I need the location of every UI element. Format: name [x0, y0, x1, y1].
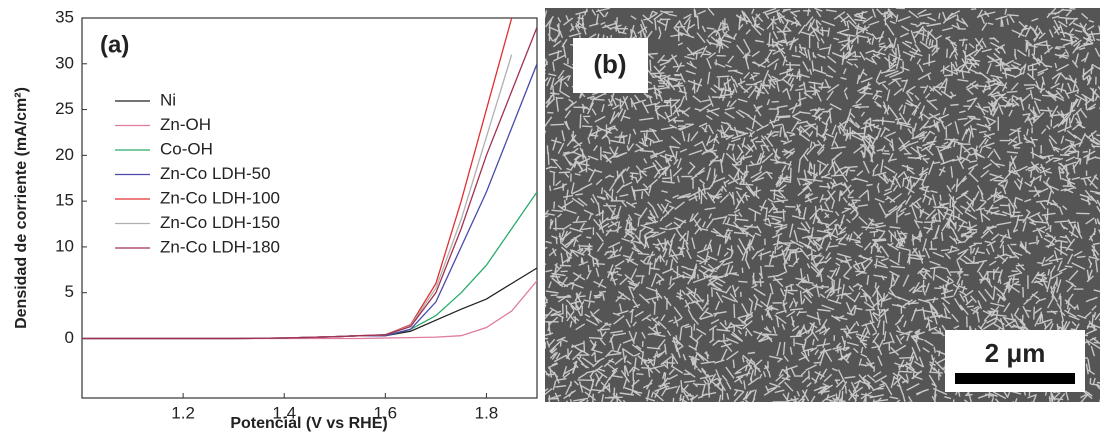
y-tick-label: 20	[55, 145, 74, 164]
plot-lines	[82, 18, 537, 340]
legend-label: Zn-Co LDH-150	[160, 213, 280, 232]
y-tick-label: 15	[55, 191, 74, 210]
plot-frame	[81, 17, 538, 399]
series-line	[82, 54, 513, 340]
label-box	[573, 38, 648, 93]
panel-label: (a)	[100, 31, 129, 58]
y-tick-label: 10	[55, 236, 74, 255]
legend-label: Zn-Co LDH-180	[160, 237, 280, 256]
series-line	[82, 280, 537, 340]
legend-label: Zn-Co LDH-50	[160, 164, 271, 183]
sem-texture	[545, 8, 1100, 402]
series-line	[82, 267, 537, 340]
series-line	[82, 18, 513, 340]
y-tick-label: 0	[65, 328, 74, 347]
y-axis-label: Densidad de corriente (mA/cm²)	[13, 87, 30, 329]
legend-label: Zn-OH	[160, 115, 211, 134]
sem-image: (b) 2 μm	[545, 8, 1100, 402]
legend-label: Zn-Co LDH-100	[160, 188, 280, 207]
series-line	[82, 191, 537, 340]
x-tick-label: 1.4	[272, 403, 296, 422]
series-line	[82, 63, 537, 340]
y-tick-label: 5	[65, 282, 74, 301]
x-tick-label: 1.6	[374, 403, 398, 422]
panel-label: (b)	[593, 49, 626, 79]
scale-bar-label: 2 μm	[985, 338, 1046, 368]
legend-label: Ni	[160, 90, 176, 109]
x-tick-label: 1.2	[171, 403, 195, 422]
x-axis-label: Potencial (V vs RHE)	[230, 415, 387, 432]
x-tick-label: 1.8	[475, 403, 499, 422]
y-tick-label: 30	[55, 53, 74, 72]
scale-bar	[955, 373, 1075, 384]
y-tick-label: 35	[55, 7, 74, 26]
series-line	[82, 26, 537, 340]
y-tick-label: 25	[55, 99, 74, 118]
legend-label: Co-OH	[160, 139, 213, 158]
